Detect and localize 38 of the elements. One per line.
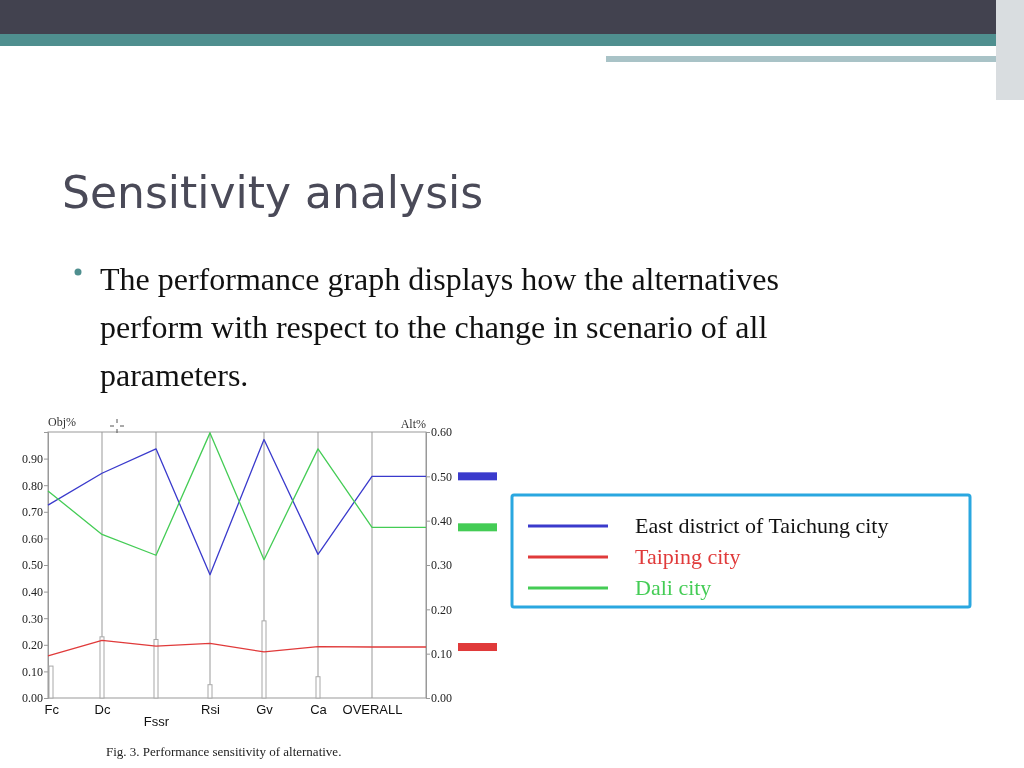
y-axis-title: Obj% [48,415,76,429]
legend-label: East district of Taichung city [635,513,889,538]
y-tick-label: 0.70 [22,505,43,520]
caption: Fig. 3. Performance sensitivity of alternative. [106,744,342,759]
y2-axis-title: Alt% [400,417,426,431]
y-tick-label: 0.90 [22,451,43,466]
y-tick-label: 0.10 [22,664,43,679]
y2-tick-label: 0.60 [431,425,452,440]
x-tick-label: Fssr [143,713,170,729]
y-tick-label: 0.50 [22,558,43,573]
y2-tick-label: 0.00 [431,691,452,706]
bar [207,684,213,699]
y2-tick-label: 0.50 [431,469,452,484]
line-series [47,639,427,657]
x-tick-label: Ca [310,702,328,717]
chart-title: Sensitivity analysis [62,167,484,218]
y-tick-label: 0.80 [22,478,43,493]
chart-subtitle: The performance graph displays how the alternatives perform with respect to the change in scenario of all parameters. [100,261,779,393]
bar [315,676,321,699]
y-tick-label: 0.30 [22,611,43,626]
y-tick-label: 0.40 [22,584,43,599]
x-tick-label: Dc [94,702,111,717]
legend-label: Taiping city [635,544,741,569]
x-tick-label: Fc [44,702,60,717]
y2-tick-label: 0.20 [431,602,452,617]
x-tick-label: OVERALL [342,702,403,717]
x-tick-label: Rsi [201,702,220,717]
y-tick-label: 0.20 [22,638,43,653]
x-tick-label: Gv [256,702,274,717]
y-tick-label: 0.60 [22,531,43,546]
y2-tick-label: 0.10 [431,647,452,662]
y2-tick-label: 0.40 [431,514,452,529]
legend-label: Dali city [635,575,712,600]
bar [99,636,105,699]
bar [153,638,159,699]
bar [261,620,267,699]
y-tick-label: 0.00 [22,691,43,706]
y2-tick-label: 0.30 [431,558,452,573]
